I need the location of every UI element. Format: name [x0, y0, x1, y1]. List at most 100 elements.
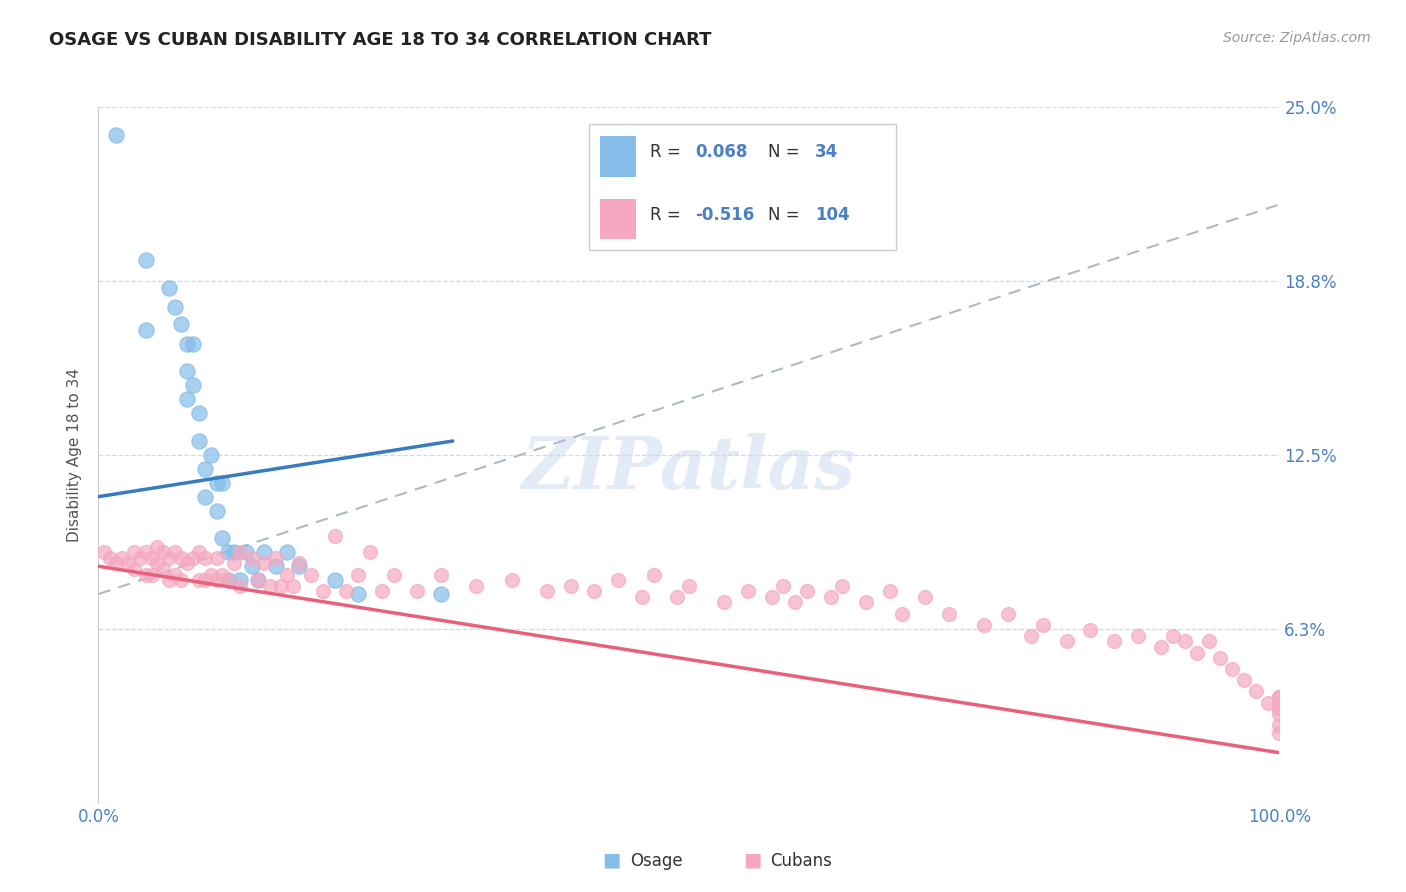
Text: R =: R = — [650, 144, 686, 161]
Point — [176, 557, 198, 571]
Point — [224, 545, 246, 559]
Point — [229, 573, 252, 587]
Point — [187, 406, 209, 420]
Point — [1268, 701, 1291, 715]
Text: R =: R = — [650, 206, 686, 224]
Point — [1021, 629, 1043, 643]
Point — [335, 584, 357, 599]
Point — [890, 607, 912, 621]
Point — [176, 364, 198, 378]
Point — [122, 562, 145, 576]
Point — [1056, 634, 1078, 648]
Point — [1257, 696, 1279, 710]
Point — [855, 595, 877, 609]
Point — [997, 607, 1019, 621]
Point — [157, 550, 180, 565]
Point — [181, 550, 204, 565]
Point — [176, 392, 198, 407]
Text: ■: ■ — [742, 851, 762, 870]
Point — [1268, 726, 1291, 740]
Point — [135, 253, 157, 268]
Text: Source: ZipAtlas.com: Source: ZipAtlas.com — [1223, 31, 1371, 45]
Point — [181, 336, 204, 351]
Text: N =: N = — [768, 144, 806, 161]
Point — [211, 475, 233, 490]
Point — [1268, 696, 1291, 710]
Point — [831, 579, 853, 593]
Point — [211, 567, 233, 582]
Point — [713, 595, 735, 609]
Point — [785, 595, 807, 609]
Point — [430, 567, 453, 582]
Point — [382, 567, 405, 582]
Text: ZIPatlas: ZIPatlas — [522, 434, 856, 504]
Point — [122, 545, 145, 559]
Text: -0.516: -0.516 — [695, 206, 754, 224]
Point — [152, 562, 174, 576]
Point — [111, 550, 134, 565]
Point — [181, 378, 204, 392]
Point — [583, 584, 606, 599]
Point — [737, 584, 759, 599]
Text: 0.068: 0.068 — [695, 144, 747, 161]
Text: N =: N = — [768, 206, 806, 224]
Point — [157, 281, 180, 295]
Point — [205, 475, 228, 490]
Point — [246, 573, 269, 587]
Point — [187, 545, 209, 559]
Point — [501, 573, 523, 587]
Point — [678, 579, 700, 593]
Point — [914, 590, 936, 604]
Point — [666, 590, 689, 604]
Point — [217, 545, 239, 559]
Point — [205, 550, 228, 565]
Point — [312, 584, 335, 599]
Point — [146, 540, 169, 554]
Point — [643, 567, 665, 582]
Point — [170, 550, 193, 565]
Point — [141, 550, 163, 565]
Point — [536, 584, 558, 599]
Point — [200, 448, 222, 462]
Point — [283, 579, 305, 593]
Point — [253, 557, 276, 571]
Point — [187, 573, 209, 587]
FancyBboxPatch shape — [600, 199, 636, 239]
Point — [288, 559, 311, 574]
Point — [1268, 706, 1291, 721]
Point — [253, 545, 276, 559]
FancyBboxPatch shape — [600, 136, 636, 177]
Point — [1268, 690, 1291, 704]
Point — [117, 557, 139, 571]
Point — [1209, 651, 1232, 665]
Point — [98, 550, 121, 565]
Point — [165, 567, 187, 582]
Point — [217, 573, 239, 587]
Point — [235, 545, 257, 559]
Point — [229, 545, 252, 559]
Point — [938, 607, 960, 621]
Point — [152, 545, 174, 559]
Point — [128, 550, 150, 565]
Point — [105, 128, 128, 142]
Point — [973, 617, 995, 632]
Text: ■: ■ — [602, 851, 621, 870]
Point — [93, 545, 115, 559]
Point — [347, 587, 370, 601]
Point — [630, 590, 652, 604]
Point — [240, 559, 263, 574]
Point — [359, 545, 381, 559]
Point — [141, 567, 163, 582]
Point — [264, 550, 287, 565]
Point — [259, 579, 281, 593]
Point — [165, 545, 187, 559]
Point — [211, 532, 233, 546]
Point — [560, 579, 582, 593]
Point — [157, 573, 180, 587]
Point — [371, 584, 394, 599]
Point — [229, 579, 252, 593]
Point — [240, 550, 263, 565]
Point — [406, 584, 429, 599]
Point — [165, 301, 187, 315]
Point — [288, 557, 311, 571]
